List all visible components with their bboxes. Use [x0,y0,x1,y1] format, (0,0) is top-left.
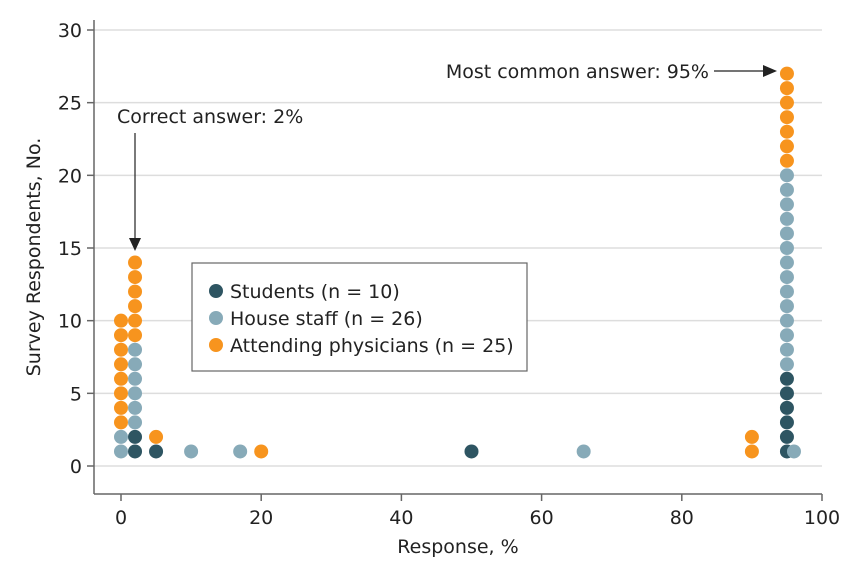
data-point-attending [114,400,128,415]
data-point-attending [128,299,143,314]
data-point-attending [128,328,143,343]
legend-label-attending: Attending physicians (n = 25) [230,335,514,357]
y-axis-label: Survey Respondents, No. [23,138,45,377]
annotation-correct-answer: Correct answer: 2% [117,106,303,128]
y-tick-label: 20 [58,165,82,187]
data-point-house-staff [779,313,794,328]
data-point-student [779,429,794,444]
data-point-attending [779,124,794,139]
data-point-house-staff [114,444,128,459]
x-tick-label: 0 [115,507,127,529]
data-point-house-staff [779,357,794,372]
x-axis-label: Response, % [397,536,518,558]
data-point-house-staff [128,357,143,372]
data-point-house-staff [786,444,801,459]
data-point-student [128,444,143,459]
data-point-house-staff [128,371,143,386]
data-point-attending [744,429,759,444]
data-point-attending [128,255,143,270]
x-tick-label: 40 [389,507,413,529]
data-point-house-staff [779,284,794,299]
legend-box [191,262,528,372]
y-tick-label: 15 [58,238,82,260]
data-point-house-staff [779,270,794,285]
data-point-student [779,415,794,430]
data-point-attending [779,139,794,154]
legend-marker-house-staff [209,311,223,325]
data-point-attending [128,284,143,299]
axes [93,20,822,495]
tick-labels: 0 5 10 15 20 25 30 0 20 40 60 80 100 [58,20,840,529]
y-tick-label: 10 [58,311,82,333]
data-point-house-staff [114,429,128,444]
data-point-attending [149,429,164,444]
data-point-house-staff [779,168,794,183]
data-point-attending [779,95,794,110]
data-point-house-staff [233,444,248,459]
data-point-house-staff [184,444,199,459]
data-point-attending [114,313,128,328]
data-point-house-staff [779,299,794,314]
data-point-house-staff [779,241,794,255]
y-tick-label: 25 [58,93,82,115]
data-point-attending [114,386,128,401]
data-point-attending [114,342,128,357]
y-tick-label: 30 [58,20,82,42]
data-point-student [464,444,479,459]
data-point-attending [114,371,128,386]
data-point-attending [779,81,794,96]
data-point-house-staff [779,182,794,197]
data-point-house-staff [779,197,794,212]
data-point-house-staff [128,415,143,430]
y-tick-label: 5 [70,383,82,405]
arrowhead-icon [129,238,141,251]
data-point-student [149,444,164,459]
data-point-attending [114,357,128,372]
data-point-attending [128,313,143,328]
legend-label-house-staff: House staff (n = 26) [230,308,423,330]
legend-marker-attending [209,338,223,352]
data-point-house-staff [128,386,143,401]
data-point-attending [114,328,128,343]
annotation-most-common: Most common answer: 95% [446,61,709,83]
data-point-attending [744,444,759,459]
x-tick-label: 80 [670,507,694,529]
data-point-house-staff [128,400,143,415]
data-point-house-staff [128,342,143,357]
data-point-attending [254,444,269,459]
data-point-student [779,371,794,386]
x-tick-label: 100 [804,507,840,529]
data-point-house-staff [779,226,794,241]
legend-label-students: Students (n = 10) [230,281,400,303]
x-tick-label: 20 [249,507,273,529]
annotations: Correct answer: 2% Most common answer: 9… [117,61,777,251]
data-point-attending [128,270,143,285]
data-point-house-staff [779,328,794,343]
data-point-house-staff [576,444,591,459]
data-point-student [779,400,794,415]
x-tick-label: 60 [530,507,554,529]
data-point-attending [114,415,128,430]
data-point-attending [779,153,794,168]
arrowhead-icon [763,65,777,77]
data-point-attending [779,66,794,81]
data-point-attending [779,110,794,125]
gridlines [94,29,822,467]
data-point-house-staff [779,342,794,357]
y-tick-label: 0 [70,456,82,478]
data-point-student [779,386,794,401]
legend-marker-students [209,284,223,298]
data-point-house-staff [779,211,794,226]
data-point-house-staff [779,255,794,270]
legend: Students (n = 10) House staff (n = 26) A… [191,262,528,372]
data-point-student [128,429,143,444]
data-points [114,66,801,459]
